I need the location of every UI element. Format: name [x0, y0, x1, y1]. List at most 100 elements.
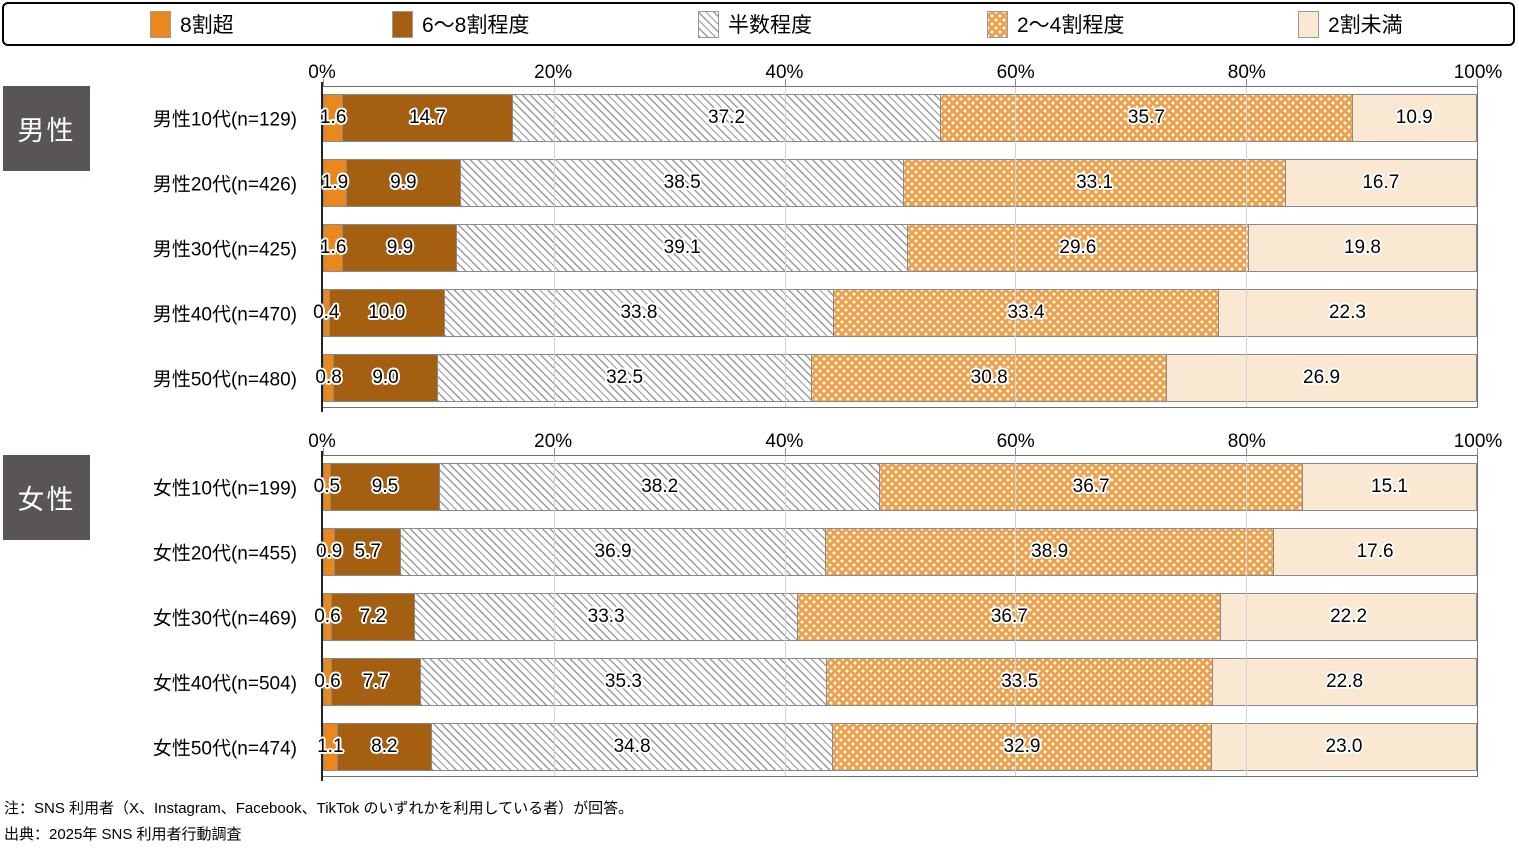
segment-value-label: 34.8 [613, 736, 651, 757]
bar-row: 男性30代(n=425) 1.6 9.9 39.1 29.6 19.8 [153, 224, 1477, 272]
row-label: 女性10代(n=199) [152, 478, 297, 500]
stacked-bar: 1.6 14.7 37.2 35.7 10.9 [320, 94, 1477, 142]
bar-segment-b20to40: 35.7 [940, 95, 1352, 141]
bar-segment-half: 35.3 [419, 659, 827, 705]
stacked-bar: 1.1 8.2 34.8 32.9 23.0 [317, 723, 1477, 771]
bar-segment-b20to40: 33.5 [826, 659, 1213, 705]
bar-segment-b60to80: 14.7 [342, 95, 512, 141]
rows: 男性10代(n=129) 1.6 14.7 37.2 35.7 10.9 男性20代(n=4… [153, 87, 1477, 407]
bar-segment-b60to80: 8.2 [336, 724, 432, 770]
row-label: 男性30代(n=425) [152, 239, 297, 261]
bar-segment-b60to80: 9.0 [333, 355, 437, 401]
segment-value-label: 35.3 [604, 671, 642, 692]
gridline [1015, 456, 1017, 776]
bar-row: 男性20代(n=426) 1.9 9.9 38.5 33.1 16.7 [153, 159, 1477, 207]
axis-tick [784, 79, 786, 87]
gridline [1015, 87, 1017, 407]
chart-legend: 8割超 6〜8割程度 半数程度 2〜4割程度 2割未満 [2, 2, 1515, 46]
footnotes: 注：SNS 利用者（X、Instagram、Facebook、TikTok のい… [4, 796, 633, 849]
axis-tick-label: 20% [534, 62, 573, 83]
segment-value-label: 22.8 [1326, 671, 1364, 692]
axis-tick-label: 100% [1453, 431, 1503, 452]
axis-tick [553, 79, 555, 87]
axis-tick-label: 0% [308, 431, 336, 452]
segment-value-label: 38.5 [663, 172, 701, 193]
gridline [553, 456, 555, 776]
bar-segment-over80: 1.1 [317, 724, 344, 770]
bar-row: 女性30代(n=469) 0.6 7.2 33.3 36.7 22.2 [153, 593, 1477, 641]
legend-label: 2割未満 [1328, 14, 1403, 37]
stacked-bar: 1.6 9.9 39.1 29.6 19.8 [320, 224, 1477, 272]
axis-tick [1246, 448, 1248, 456]
bar-segment-b20to40: 36.7 [879, 464, 1303, 510]
axis-tick-label: 40% [765, 431, 804, 452]
bar-segment-b20to40: 30.8 [811, 355, 1167, 401]
axis-tick [1246, 79, 1248, 87]
bar-segment-half: 33.8 [443, 290, 834, 336]
bar-row: 女性20代(n=455) 0.9 5.7 36.9 38.9 17.6 [153, 528, 1477, 576]
bar-segment-b60to80: 5.7 [334, 529, 401, 575]
segment-value-label: 9.9 [390, 172, 417, 193]
bar-segment-b20to40: 38.9 [825, 529, 1274, 575]
stacked-bar: 0.9 5.7 36.9 38.9 17.6 [316, 528, 1477, 576]
bar-row: 男性50代(n=480) 0.8 9.0 32.5 30.8 26.9 [153, 354, 1477, 402]
axis-tick-label: 0% [308, 62, 336, 83]
stacked-bar: 0.4 10.0 33.8 33.4 22.3 [313, 289, 1477, 337]
segment-value-label: 9.5 [371, 476, 399, 497]
segment-value-label: 37.2 [708, 107, 746, 128]
bar-segment-half: 39.1 [456, 225, 907, 271]
segment-value-label: 14.7 [409, 107, 447, 128]
segment-value-label: 9.9 [386, 237, 414, 258]
row-label: 女性20代(n=455) [152, 543, 297, 565]
segment-value-label: 16.7 [1362, 172, 1400, 193]
segment-value-label: 10.9 [1395, 107, 1433, 128]
bar-segment-under20: 23.0 [1211, 724, 1476, 770]
stacked-bar: 1.9 9.9 38.5 33.1 16.7 [322, 159, 1477, 207]
segment-value-label: 7.7 [362, 671, 389, 692]
row-label: 男性20代(n=426) [152, 174, 297, 196]
segment-value-label: 38.2 [641, 476, 679, 497]
gridline [553, 87, 555, 407]
gridline [784, 456, 786, 776]
legend-item-half: 半数程度 [698, 9, 812, 39]
legend-swatch-half-icon [698, 10, 719, 38]
plot-area: 男性10代(n=129) 1.6 14.7 37.2 35.7 10.9 男性20代(n=4… [153, 79, 1478, 412]
bar-row: 男性10代(n=129) 1.6 14.7 37.2 35.7 10.9 [153, 94, 1477, 142]
legend-item-under20: 2割未満 [1298, 9, 1403, 39]
segment-value-label: 33.5 [1001, 671, 1039, 692]
axis-tick [1477, 79, 1478, 87]
legend-label: 6〜8割程度 [422, 14, 530, 37]
segment-value-label: 32.5 [606, 367, 644, 388]
plot-area: 女性10代(n=199) 0.5 9.5 38.2 36.7 15.1 女性20代(n=45… [153, 448, 1478, 781]
segment-value-label: 0.9 [315, 541, 343, 562]
axis-tick [323, 79, 324, 87]
segment-value-label: 36.7 [990, 606, 1028, 627]
segment-value-label: 9.0 [372, 367, 399, 388]
bar-segment-over80: 0.6 [314, 659, 341, 705]
segment-value-label: 7.2 [359, 606, 387, 627]
legend-label: 半数程度 [728, 14, 812, 37]
bar-segment-over80: 0.8 [315, 355, 342, 401]
bar-segment-b20to40: 29.6 [906, 225, 1248, 271]
axis-row: 0% 20% 40% 60% 80% 100% [308, 425, 1502, 455]
bar-segment-over80: 0.6 [314, 594, 341, 640]
stacked-bar: 0.6 7.7 35.3 33.5 22.8 [314, 658, 1477, 706]
bar-segment-over80: 1.6 [320, 95, 346, 141]
segment-value-label: 32.9 [1003, 736, 1041, 757]
bar-segment-half: 33.3 [413, 594, 798, 640]
legend-item-b60to80: 6〜8割程度 [392, 9, 529, 39]
legend-item-over80: 8割超 [150, 9, 234, 39]
gridline [784, 87, 786, 407]
row-label: 男性50代(n=480) [152, 369, 297, 391]
bar-segment-b60to80: 9.9 [342, 225, 457, 271]
segment-value-label: 33.4 [1007, 302, 1045, 323]
segment-value-label: 33.1 [1076, 172, 1114, 193]
bar-segment-b60to80: 7.7 [330, 659, 420, 705]
row-label: 女性30代(n=469) [152, 608, 297, 630]
section-female: 女性 0% 20% 40% 60% 80% 100% 女性10代(n=199) 0.5 9.5… [0, 425, 1519, 781]
axis-tick-label: 20% [534, 431, 573, 452]
bar-segment-half: 37.2 [511, 95, 941, 141]
note-line: 注：SNS 利用者（X、Instagram、Facebook、TikTok のい… [4, 800, 634, 817]
axis-tick [1477, 448, 1478, 456]
axis-tick [784, 448, 786, 456]
